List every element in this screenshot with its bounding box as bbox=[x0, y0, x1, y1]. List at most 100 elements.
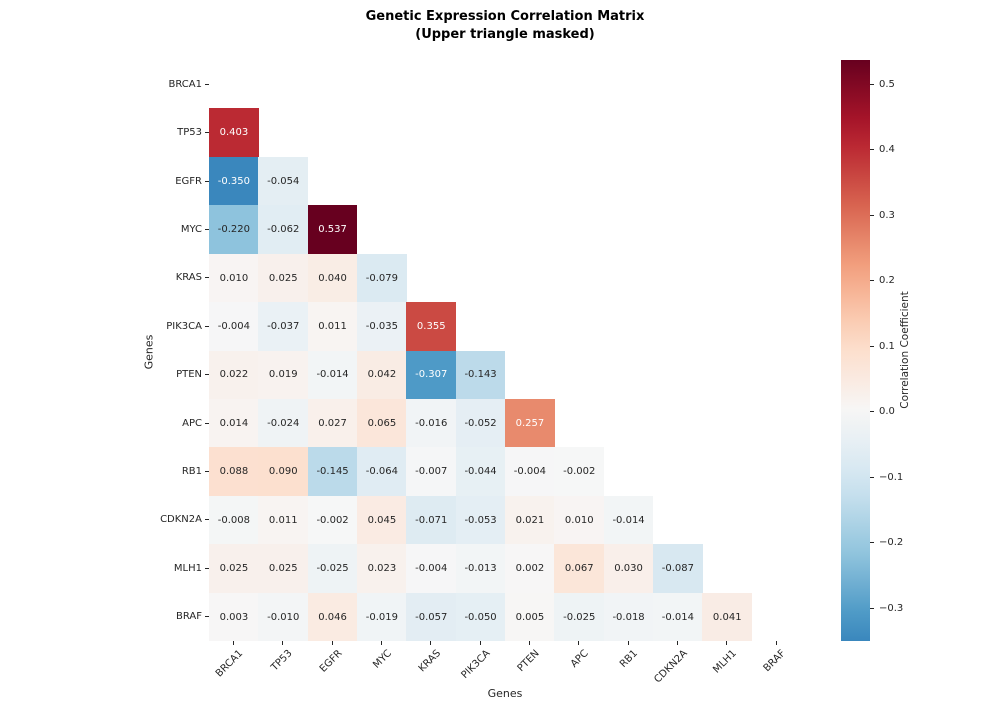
heatmap-cell: 0.040 bbox=[307, 253, 358, 303]
colorbar-tick-label: 0.4 bbox=[879, 144, 895, 156]
heatmap-cell: -0.025 bbox=[307, 544, 358, 594]
heatmap-cell: -0.062 bbox=[258, 205, 309, 255]
colorbar-tick-label: 0.1 bbox=[879, 340, 895, 352]
colorbar-tick-mark bbox=[870, 476, 874, 478]
heatmap-cell: 0.403 bbox=[209, 108, 259, 158]
x-tick-mark bbox=[381, 641, 383, 645]
x-tick-label: RB1 bbox=[618, 648, 641, 671]
x-tick-mark bbox=[529, 641, 531, 645]
y-tick-mark bbox=[205, 228, 209, 230]
heatmap-cell: -0.018 bbox=[603, 592, 654, 642]
heatmap-cell: 0.019 bbox=[258, 350, 309, 400]
heatmap-cell: 0.355 bbox=[406, 302, 457, 351]
y-tick-label: TP53 bbox=[177, 127, 202, 139]
heatmap-cell: 0.090 bbox=[258, 447, 309, 497]
y-tick-label: PTEN bbox=[176, 369, 202, 381]
heatmap-cell: -0.035 bbox=[356, 302, 407, 351]
heatmap-cell: -0.044 bbox=[455, 447, 506, 497]
heatmap-cell: -0.220 bbox=[209, 205, 259, 255]
x-tick-label: APC bbox=[568, 648, 591, 670]
heatmap-cell: -0.002 bbox=[554, 447, 605, 497]
colorbar-tick-mark bbox=[870, 542, 874, 544]
heatmap-cell: 0.005 bbox=[504, 592, 555, 642]
heatmap-cell: -0.013 bbox=[455, 544, 506, 594]
y-tick-label: CDKN2A bbox=[160, 514, 202, 526]
heatmap-cell: -0.350 bbox=[209, 156, 259, 206]
colorbar-label: Correlation Coefficient bbox=[899, 291, 911, 409]
heatmap-cell: 0.011 bbox=[258, 495, 309, 545]
heatmap-cell: -0.145 bbox=[307, 447, 358, 497]
y-tick-label: RB1 bbox=[181, 466, 202, 478]
x-tick-label: TP53 bbox=[269, 648, 295, 674]
x-tick-label: MLH1 bbox=[711, 648, 739, 676]
heatmap-cell: -0.008 bbox=[209, 495, 259, 545]
heatmap-cell: -0.014 bbox=[307, 350, 358, 400]
heatmap-cell: 0.041 bbox=[702, 592, 753, 642]
heatmap-cell: -0.071 bbox=[406, 495, 457, 545]
heatmap-cell: 0.025 bbox=[209, 544, 259, 594]
y-tick-mark bbox=[205, 325, 209, 327]
colorbar-tick-mark bbox=[870, 83, 874, 85]
x-tick-mark bbox=[578, 641, 580, 645]
heatmap-cell: 0.257 bbox=[504, 398, 555, 448]
heatmap-cell: -0.087 bbox=[652, 544, 703, 594]
heatmap-cell: 0.022 bbox=[209, 350, 259, 400]
heatmap-cell: -0.016 bbox=[406, 398, 457, 448]
heatmap-cell: 0.088 bbox=[209, 447, 259, 497]
colorbar-gradient bbox=[841, 60, 870, 641]
y-tick-mark bbox=[205, 374, 209, 376]
heatmap-cell: 0.046 bbox=[307, 592, 358, 642]
heatmap-cell: -0.004 bbox=[406, 544, 457, 594]
y-tick-mark bbox=[205, 180, 209, 182]
heatmap-cell: -0.004 bbox=[209, 302, 259, 351]
heatmap-cell: 0.010 bbox=[554, 495, 605, 545]
y-tick-label: MYC bbox=[180, 223, 202, 235]
colorbar-tick-label: 0.0 bbox=[879, 406, 895, 418]
x-tick-mark bbox=[627, 641, 629, 645]
colorbar-tick-label: 0.3 bbox=[879, 209, 895, 221]
x-tick-mark bbox=[282, 641, 284, 645]
x-tick-label: MYC bbox=[370, 648, 394, 671]
y-tick-mark bbox=[205, 277, 209, 279]
colorbar-tick-label: −0.1 bbox=[879, 471, 904, 483]
heatmap-cell: -0.079 bbox=[356, 253, 407, 303]
x-tick-label: EGFR bbox=[317, 648, 345, 675]
x-tick-label: BRAF bbox=[761, 648, 789, 675]
heatmap-cell: 0.065 bbox=[356, 398, 407, 448]
heatmap-cell: -0.010 bbox=[258, 592, 309, 642]
colorbar-tick-label: 0.2 bbox=[879, 275, 895, 287]
heatmap-cell: 0.014 bbox=[209, 398, 259, 448]
heatmap-cell: 0.025 bbox=[258, 253, 309, 303]
heatmap-cell: -0.014 bbox=[652, 592, 703, 642]
y-tick-label: BRCA1 bbox=[168, 78, 203, 90]
heatmap-cell: -0.054 bbox=[258, 156, 309, 206]
heatmap-cell: 0.045 bbox=[356, 495, 407, 545]
heatmap-cell: -0.002 bbox=[307, 495, 358, 545]
heatmap-cell: -0.050 bbox=[455, 592, 506, 642]
x-tick-label: CDKN2A bbox=[652, 648, 690, 686]
y-tick-label: MLH1 bbox=[173, 562, 202, 574]
x-tick-label: KRAS bbox=[416, 648, 443, 675]
heatmap-cell: 0.023 bbox=[356, 544, 407, 594]
x-axis-label: Genes bbox=[487, 687, 523, 700]
heatmap-cell: -0.007 bbox=[406, 447, 457, 497]
heatmap-cell: -0.004 bbox=[504, 447, 555, 497]
heatmap-cell: 0.010 bbox=[209, 253, 259, 303]
heatmap-cell: 0.067 bbox=[554, 544, 605, 594]
heatmap-cell: -0.025 bbox=[554, 592, 605, 642]
y-tick-mark bbox=[205, 471, 209, 473]
heatmap-cell: -0.014 bbox=[603, 495, 654, 545]
heatmap-cell: -0.064 bbox=[356, 447, 407, 497]
y-tick-mark bbox=[205, 422, 209, 424]
heatmap-cell: 0.042 bbox=[356, 350, 407, 400]
chart-title: Genetic Expression Correlation Matrix (U… bbox=[209, 8, 801, 44]
x-tick-label: BRCA1 bbox=[213, 648, 246, 680]
x-tick-mark bbox=[726, 641, 728, 645]
colorbar-tick-mark bbox=[870, 280, 874, 282]
colorbar-tick-mark bbox=[870, 411, 874, 413]
x-tick-mark bbox=[677, 641, 679, 645]
y-tick-mark bbox=[205, 519, 209, 521]
y-tick-label: KRAS bbox=[175, 272, 202, 284]
